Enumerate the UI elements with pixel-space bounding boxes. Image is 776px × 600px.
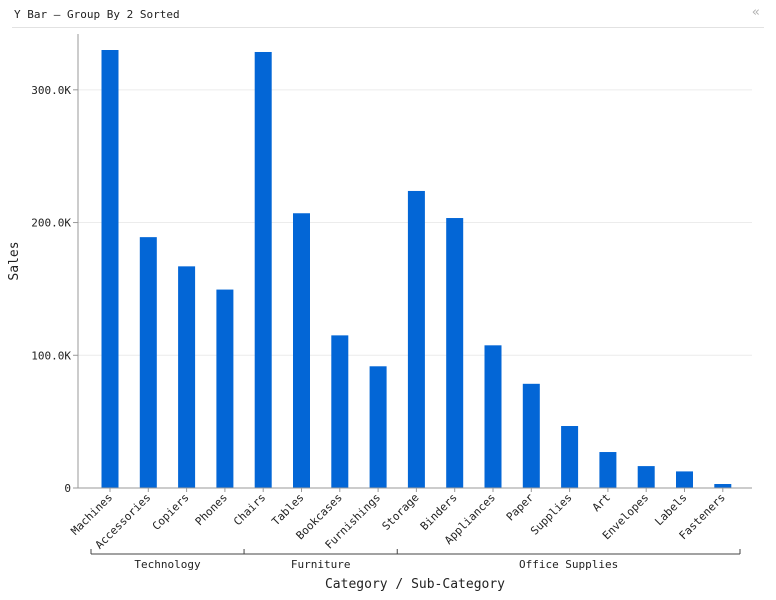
y-tick-label: 0: [64, 482, 71, 495]
y-axis-title: Sales: [7, 241, 22, 280]
x-tick-label: Storage: [380, 491, 422, 533]
bar-chairs[interactable]: [254, 51, 272, 489]
bar-fasteners[interactable]: [714, 484, 732, 488]
panel-header: Y Bar – Group By 2 Sorted «: [0, 0, 776, 28]
bar-phones[interactable]: [216, 289, 234, 488]
bar-paper[interactable]: [522, 383, 540, 488]
x-tick-label: Art: [590, 491, 613, 514]
bar-art[interactable]: [599, 452, 617, 488]
bar-supplies[interactable]: [561, 426, 579, 488]
x-tick-label: Paper: [504, 491, 537, 524]
bar-labels[interactable]: [676, 471, 693, 488]
bar-furnishings[interactable]: [369, 366, 387, 488]
panel-title: Y Bar – Group By 2 Sorted: [14, 8, 180, 21]
group-labels: Technology Furniture Office Supplies: [90, 549, 741, 571]
group-label-office-supplies: Office Supplies: [519, 558, 618, 571]
x-tick-label: Copiers: [150, 491, 192, 533]
bar-tables[interactable]: [293, 213, 310, 488]
collapse-icon[interactable]: «: [752, 5, 760, 20]
x-tick-label: Chairs: [231, 491, 268, 528]
x-tick-label: Supplies: [528, 491, 575, 538]
bar-bookcases[interactable]: [331, 335, 349, 488]
bar-envelopes[interactable]: [637, 466, 655, 488]
bar-binders[interactable]: [446, 218, 464, 489]
x-tick-label: Tables: [269, 491, 306, 528]
bar-storage[interactable]: [407, 190, 425, 488]
group-label-technology: Technology: [134, 558, 201, 571]
x-axis-title: Category / Sub-Category: [325, 577, 505, 592]
bar-machines[interactable]: [101, 50, 119, 488]
bar-appliances[interactable]: [484, 345, 502, 488]
x-tick-label: Phones: [193, 491, 230, 528]
header-divider: [12, 27, 764, 28]
y-tick-label: 300.0K: [31, 84, 71, 97]
bar-accessories[interactable]: [139, 237, 157, 488]
y-tick-label: 100.0K: [31, 349, 71, 362]
bars: [101, 50, 732, 489]
y-tick-label: 200.0K: [31, 217, 71, 230]
group-label-furniture: Furniture: [291, 558, 351, 571]
bar-copiers[interactable]: [178, 266, 196, 488]
axes: [73, 34, 752, 492]
x-tick-label: Labels: [652, 491, 689, 528]
